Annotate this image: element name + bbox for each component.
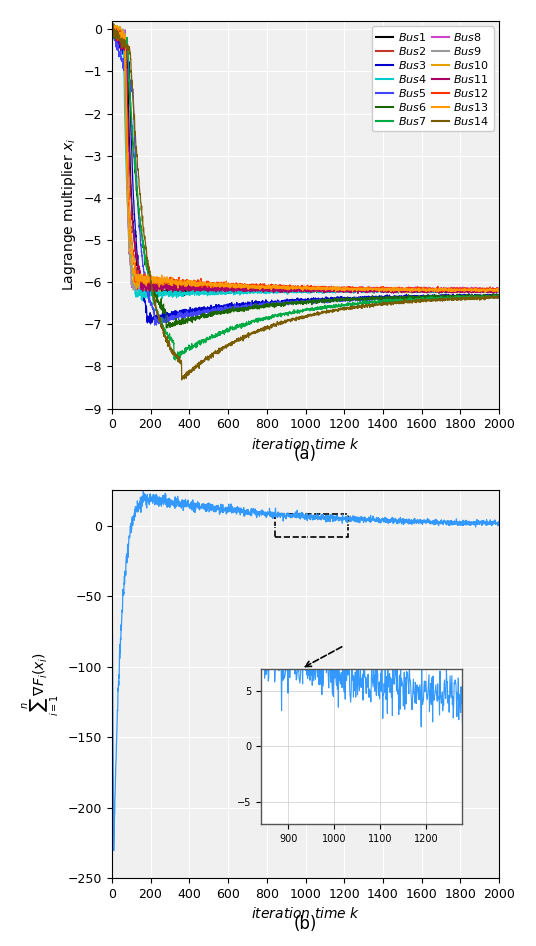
Text: (a): (a)	[294, 445, 317, 463]
Bar	[274, 515, 348, 537]
Text: (b): (b)	[294, 915, 317, 933]
X-axis label: iteration time $k$: iteration time $k$	[251, 906, 360, 921]
Y-axis label: $\sum_{i=1}^{n}\nabla F_i\left(x_i\right)$: $\sum_{i=1}^{n}\nabla F_i\left(x_i\right…	[21, 652, 62, 716]
Legend: $\mathit{Bus}$1, $\mathit{Bus}$2, $\mathit{Bus}$3, $\mathit{Bus}$4, $\mathit{Bus: $\mathit{Bus}$1, $\mathit{Bus}$2, $\math…	[372, 26, 494, 131]
X-axis label: iteration time $k$: iteration time $k$	[251, 437, 360, 452]
Y-axis label: Lagrange multiplier $x_i$: Lagrange multiplier $x_i$	[60, 138, 78, 291]
